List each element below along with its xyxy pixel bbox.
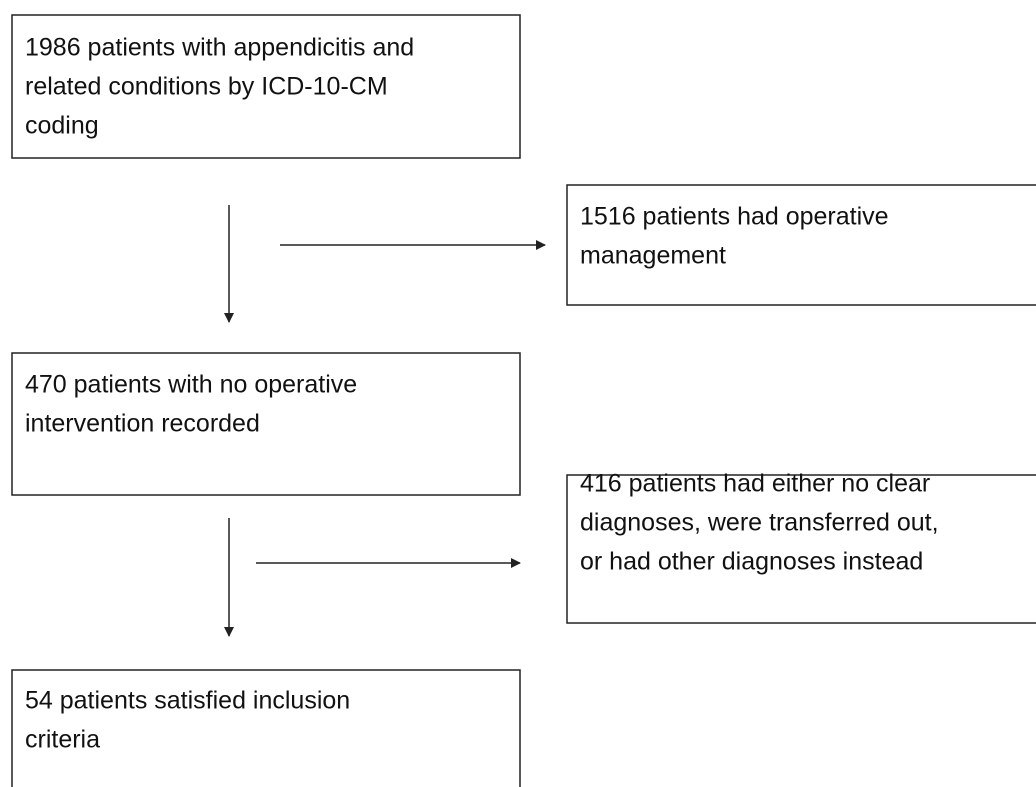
node-label: 1516 patients had operative xyxy=(580,203,889,231)
node-label: management xyxy=(580,242,726,270)
node-label: 416 patients had either no clear xyxy=(580,470,930,498)
node-label: intervention recorded xyxy=(25,410,260,438)
box xyxy=(566,184,1036,306)
box xyxy=(11,669,521,787)
node-label: 54 patients satisfied inclusion xyxy=(25,687,350,715)
node-label: criteria xyxy=(25,726,100,754)
node-label: or had other diagnoses instead xyxy=(580,548,923,576)
box xyxy=(11,352,521,496)
node-label: related conditions by ICD-10-CM xyxy=(25,73,388,101)
box xyxy=(566,474,1036,624)
box xyxy=(11,14,521,159)
node-label: coding xyxy=(25,112,99,140)
node-label: 470 patients with no operative xyxy=(25,371,357,399)
node-label: 1986 patients with appendicitis and xyxy=(25,34,414,62)
node-label: diagnoses, were transferred out, xyxy=(580,509,939,537)
